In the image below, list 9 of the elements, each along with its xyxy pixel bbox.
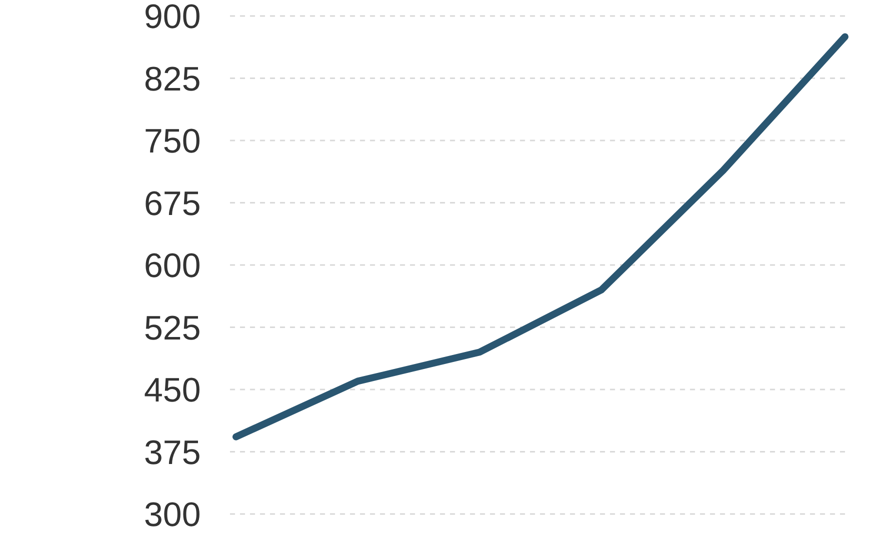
y-tick-label: 675 (144, 184, 201, 223)
y-tick-label: 525 (144, 309, 201, 348)
y-tick-label: 375 (144, 434, 201, 472)
y-tick-label: 750 (144, 122, 201, 161)
y-tick-label: 450 (144, 372, 201, 410)
y-tick-label: 900 (144, 0, 201, 36)
y-tick-label: 600 (144, 247, 201, 286)
y-tick-label: 825 (144, 60, 201, 98)
y-tick-label: 300 (144, 496, 201, 534)
